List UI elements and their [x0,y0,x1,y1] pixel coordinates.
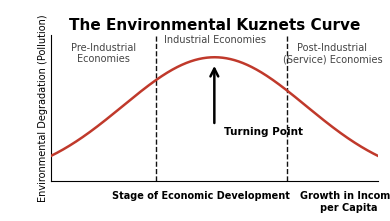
Text: Industrial Economies: Industrial Economies [163,35,266,45]
Title: The Environmental Kuznets Curve: The Environmental Kuznets Curve [69,18,360,33]
Text: Stage of Economic Development: Stage of Economic Development [112,191,290,201]
Text: Turning Point: Turning Point [224,127,303,137]
Text: Growth in Income
per Capita: Growth in Income per Capita [300,191,390,213]
Y-axis label: Environmental Degradation (Pollution): Environmental Degradation (Pollution) [38,15,48,202]
Text: Pre-Industrial
Economies: Pre-Industrial Economies [71,43,136,64]
Text: Post-Industrial
(Service) Economies: Post-Industrial (Service) Economies [283,43,382,64]
